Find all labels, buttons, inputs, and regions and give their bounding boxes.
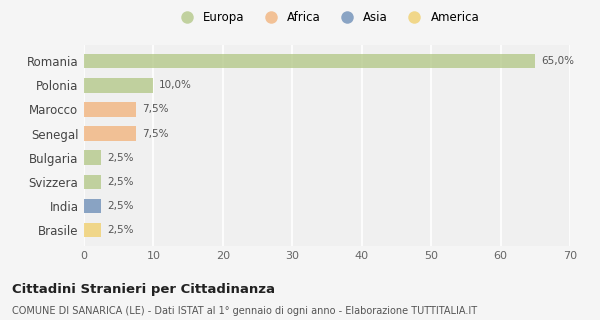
Text: 2,5%: 2,5% (107, 153, 133, 163)
Text: 2,5%: 2,5% (107, 201, 133, 211)
Text: 7,5%: 7,5% (142, 104, 168, 115)
Bar (84, 174, 101, 189)
Text: 65,0%: 65,0% (541, 56, 574, 66)
Text: COMUNE DI SANARICA (LE) - Dati ISTAT al 1° gennaio di ogni anno - Elaborazione T: COMUNE DI SANARICA (LE) - Dati ISTAT al … (12, 306, 477, 316)
Bar (84, 223, 101, 237)
Text: 7,5%: 7,5% (142, 129, 168, 139)
Text: 2,5%: 2,5% (107, 177, 133, 187)
Text: 2,5%: 2,5% (107, 225, 133, 235)
Text: Cittadini Stranieri per Cittadinanza: Cittadini Stranieri per Cittadinanza (12, 283, 275, 296)
Bar (84, 199, 101, 213)
Bar (84, 54, 535, 68)
Bar (84, 126, 136, 141)
Text: 10,0%: 10,0% (159, 80, 192, 90)
Bar (84, 150, 101, 165)
Legend: Europa, Africa, Asia, America: Europa, Africa, Asia, America (170, 6, 484, 29)
Bar (84, 102, 136, 117)
Bar (84, 78, 154, 92)
